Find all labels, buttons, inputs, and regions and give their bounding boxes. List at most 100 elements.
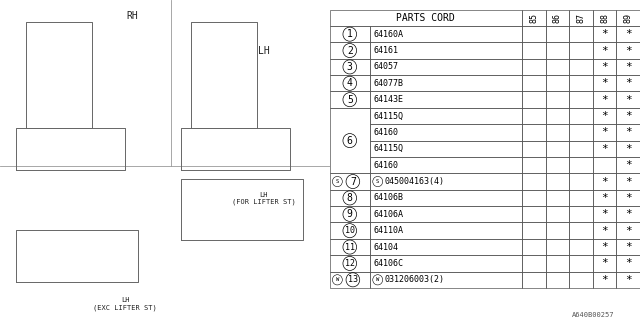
Bar	[593, 75, 616, 92]
Text: 86: 86	[553, 13, 562, 23]
Bar	[569, 75, 593, 92]
Bar	[593, 140, 616, 157]
Bar	[616, 59, 640, 75]
Text: 64115Q: 64115Q	[373, 112, 403, 121]
Text: 045004163(4): 045004163(4)	[384, 177, 444, 186]
Bar	[330, 206, 370, 222]
Text: *: *	[625, 144, 632, 154]
Bar	[593, 124, 616, 140]
Text: 13: 13	[348, 275, 358, 284]
Text: S: S	[336, 179, 339, 184]
Bar	[546, 26, 569, 42]
Bar	[546, 92, 569, 108]
Bar	[370, 140, 522, 157]
Bar	[593, 108, 616, 124]
Bar	[330, 42, 370, 59]
Text: *: *	[625, 275, 632, 285]
Text: 64115Q: 64115Q	[373, 144, 403, 153]
Text: 64106B: 64106B	[373, 193, 403, 203]
Bar	[546, 59, 569, 75]
Bar	[330, 59, 370, 75]
Bar	[370, 75, 522, 92]
Text: 64077B: 64077B	[373, 79, 403, 88]
Bar	[616, 239, 640, 255]
Text: *: *	[625, 95, 632, 105]
Text: LH: LH	[258, 46, 269, 56]
Bar	[569, 239, 593, 255]
Bar	[522, 75, 546, 92]
Text: *: *	[601, 226, 608, 236]
Text: 64104: 64104	[373, 243, 398, 252]
Bar	[593, 59, 616, 75]
Bar	[546, 157, 569, 173]
Bar	[522, 26, 546, 42]
Bar	[569, 26, 593, 42]
Bar	[330, 239, 370, 255]
Bar	[522, 222, 546, 239]
Bar	[593, 157, 616, 173]
Text: *: *	[625, 259, 632, 268]
Bar	[330, 173, 370, 190]
Text: W: W	[376, 277, 380, 282]
Bar	[546, 272, 569, 288]
Bar	[593, 42, 616, 59]
Bar	[522, 92, 546, 108]
Bar	[546, 42, 569, 59]
Text: *: *	[601, 127, 608, 137]
Bar	[370, 239, 522, 255]
Bar	[546, 190, 569, 206]
Bar	[569, 222, 593, 239]
Bar	[546, 140, 569, 157]
Text: PARTS CORD: PARTS CORD	[396, 13, 455, 23]
Text: *: *	[601, 45, 608, 56]
Text: LH
(FOR LIFTER ST): LH (FOR LIFTER ST)	[232, 192, 296, 205]
Text: W: W	[336, 277, 339, 282]
Text: *: *	[625, 160, 632, 170]
Text: *: *	[601, 242, 608, 252]
Bar	[330, 75, 370, 92]
Bar	[370, 173, 522, 190]
Text: *: *	[625, 209, 632, 219]
Text: 64057: 64057	[373, 62, 398, 71]
Bar	[330, 92, 370, 108]
Bar	[616, 140, 640, 157]
Bar	[522, 59, 546, 75]
Bar	[616, 10, 640, 26]
Text: 7: 7	[350, 177, 356, 187]
Bar	[330, 108, 370, 173]
Bar	[522, 206, 546, 222]
Text: *: *	[601, 95, 608, 105]
Bar	[593, 173, 616, 190]
Text: S: S	[376, 179, 380, 184]
Bar	[370, 222, 522, 239]
Bar	[616, 92, 640, 108]
Text: 6: 6	[347, 136, 353, 146]
Bar	[522, 10, 546, 26]
Text: 64160A: 64160A	[373, 30, 403, 39]
Bar	[370, 92, 522, 108]
Bar	[616, 26, 640, 42]
Bar	[370, 108, 522, 124]
Text: *: *	[625, 193, 632, 203]
Text: 3: 3	[347, 62, 353, 72]
Text: *: *	[625, 45, 632, 56]
Bar	[522, 108, 546, 124]
Bar	[522, 173, 546, 190]
Bar	[370, 59, 522, 75]
Bar	[616, 42, 640, 59]
Text: 64160: 64160	[373, 128, 398, 137]
Bar	[593, 26, 616, 42]
Bar	[569, 157, 593, 173]
Text: *: *	[625, 242, 632, 252]
Bar	[593, 272, 616, 288]
Bar	[593, 10, 616, 26]
Bar	[330, 26, 370, 42]
Bar	[616, 108, 640, 124]
Bar	[569, 140, 593, 157]
Text: *: *	[601, 193, 608, 203]
Bar	[593, 92, 616, 108]
Bar	[522, 190, 546, 206]
Text: *: *	[625, 29, 632, 39]
Text: *: *	[601, 275, 608, 285]
Text: 64106A: 64106A	[373, 210, 403, 219]
